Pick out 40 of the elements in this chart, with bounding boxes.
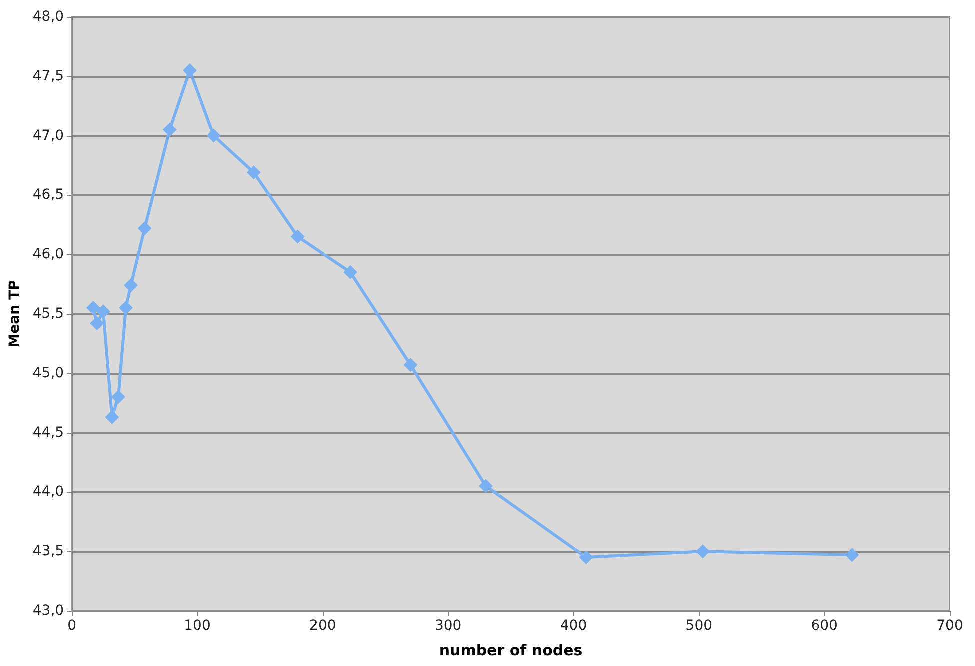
point: [162, 122, 177, 137]
point: [105, 410, 120, 424]
point: [90, 316, 104, 331]
point: [845, 548, 860, 562]
x-tick-label: 500: [686, 618, 713, 634]
x-tick-label: 100: [184, 618, 211, 634]
y-tick-label: 47,5: [32, 68, 64, 84]
point: [138, 221, 152, 236]
y-tick-label: 45,5: [32, 306, 64, 322]
point: [290, 230, 305, 244]
x-tick-label: 300: [434, 618, 462, 634]
y-tick-label: 43,0: [32, 603, 64, 619]
y-tick-label: 45,0: [32, 365, 64, 382]
point: [696, 544, 710, 559]
point: [182, 63, 197, 78]
x-tick-label: 600: [811, 618, 838, 634]
y-tick-label: 44,5: [32, 424, 64, 441]
y-axis-title: Mean TP: [7, 280, 23, 348]
y-tick-label: 44,0: [32, 484, 64, 500]
y-tick-label: 46,5: [32, 187, 64, 204]
point: [579, 550, 594, 565]
y-tick-label: 48,0: [32, 9, 64, 25]
point: [111, 390, 126, 404]
y-tick-label: 46,0: [32, 246, 64, 263]
x-tick-label: 700: [936, 618, 964, 634]
point: [404, 358, 418, 372]
point: [96, 304, 110, 319]
point: [478, 479, 493, 494]
x-axis-title: number of nodes: [439, 642, 583, 660]
x-tick-label: 400: [560, 618, 588, 634]
point: [86, 301, 100, 316]
x-tick-label: 200: [310, 618, 336, 634]
y-tick-label: 47,0: [32, 128, 64, 144]
point: [344, 265, 358, 280]
point: [246, 166, 261, 180]
x-tick-label: 0: [68, 618, 77, 634]
point: [119, 301, 133, 316]
point: [206, 128, 221, 143]
y-tick-label: 43,5: [32, 544, 64, 560]
point: [124, 278, 138, 292]
